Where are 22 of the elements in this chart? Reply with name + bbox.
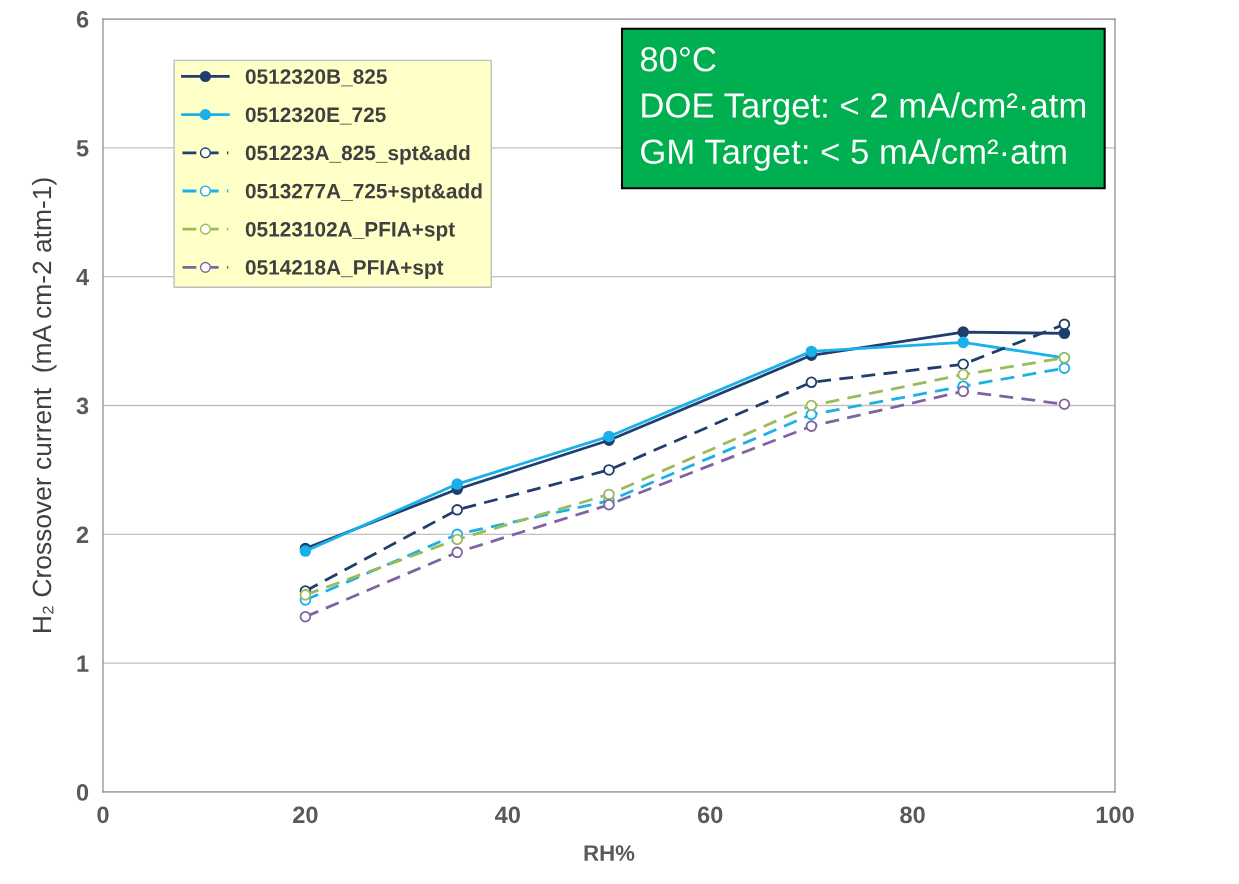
annotation: 80°C DOE Target: < 2 mA/cm²·atm GM Target: < 5 mA/cm²·atm — [640, 46, 1086, 171]
legend-label: 0512320B_825 — [245, 69, 387, 87]
x-tick-label: 20 — [293, 806, 318, 824]
x-axis-title: RH% — [584, 845, 635, 861]
x-tick-label: 60 — [697, 806, 723, 824]
y-tick-label: 4 — [76, 268, 89, 286]
y-tick-label: 5 — [76, 140, 89, 157]
legend-label: 051223A_825_spt&add — [245, 145, 470, 165]
y-tick-label: 1 — [77, 655, 89, 672]
legend-label: 05123102A_PFIA+spt — [245, 221, 455, 241]
x-tick-label: 100 — [1096, 806, 1134, 824]
y-tick-label: 2 — [76, 526, 89, 543]
x-tick-label: 80 — [900, 806, 925, 824]
y-tick-label: 6 — [76, 11, 89, 28]
y-tick-label: 0 — [76, 784, 89, 801]
x-tick-label: 40 — [495, 806, 520, 824]
legend-label: 0512320E_725 — [245, 107, 386, 125]
y-tick-label: 3 — [76, 397, 89, 415]
y-axis-title: H₂ Crossover current (mA cm-2 atm-1) — [31, 178, 57, 633]
legend-label: 0513277A_725+spt&add — [245, 183, 482, 203]
x-tick-label: 0 — [97, 806, 109, 824]
legend-label: 0514218A_PFIA+spt — [245, 260, 444, 279]
